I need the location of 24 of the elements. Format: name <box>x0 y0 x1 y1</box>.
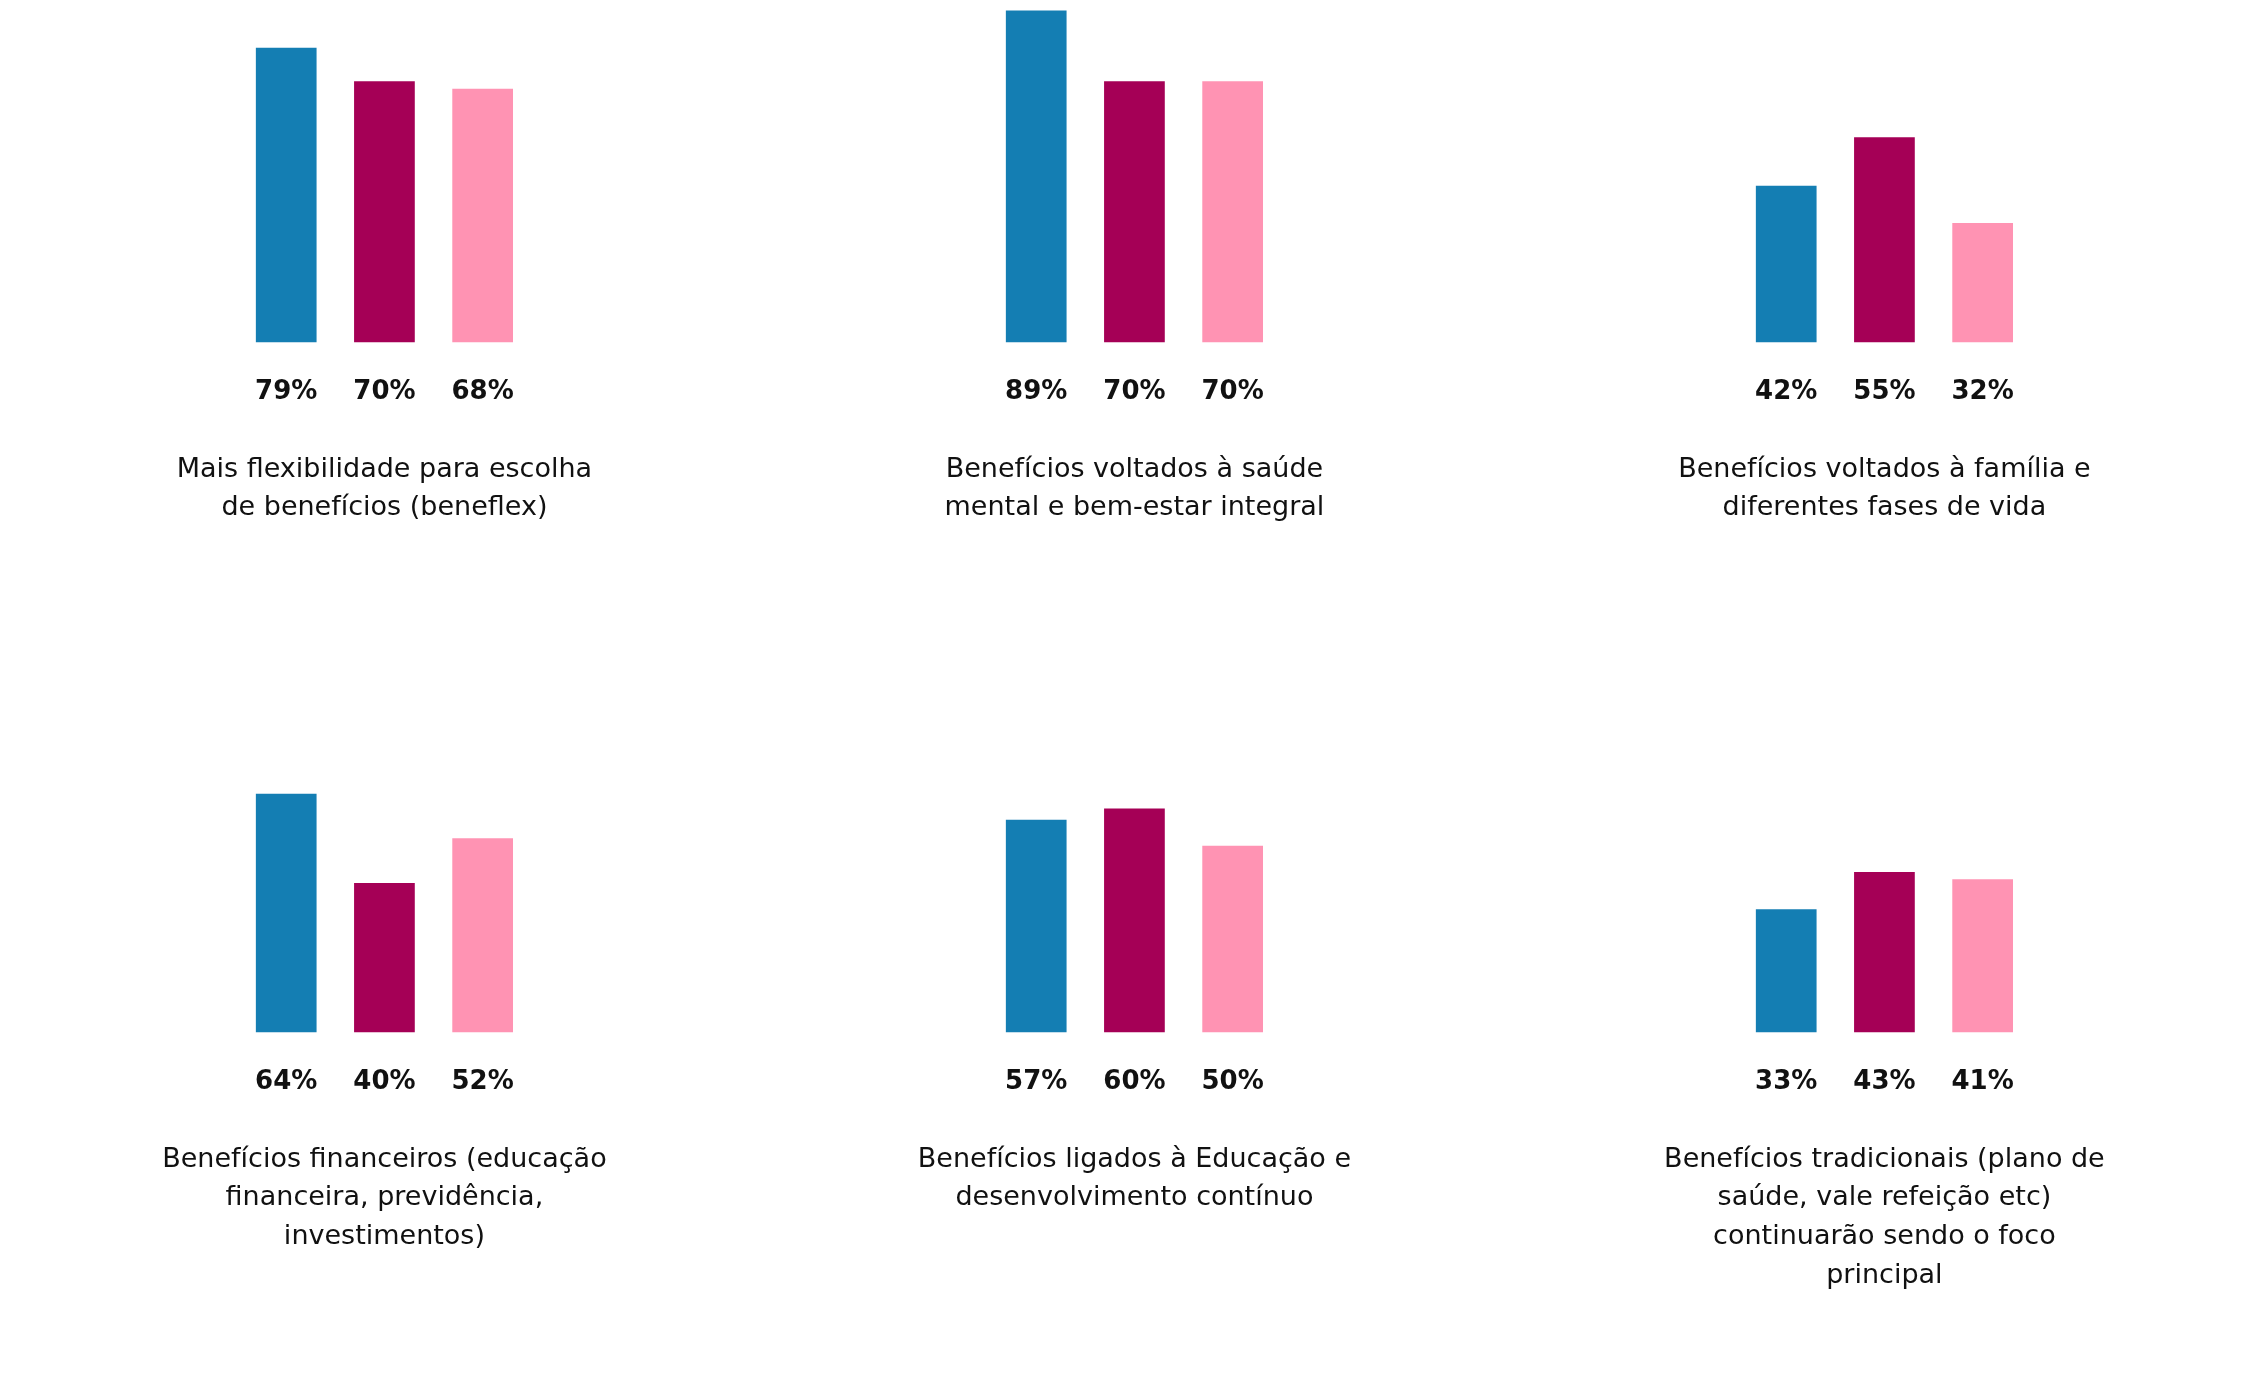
data-label: 70% <box>1103 375 1166 406</box>
data-label: 42% <box>1755 375 1818 406</box>
data-label: 41% <box>1951 1065 2014 1096</box>
data-label: 52% <box>451 1065 514 1096</box>
text: Mais flexibilidade para escolha de benefícios (beneflex) <box>176 451 593 522</box>
text: Benefícios ligados à Educação e desenvolvimento contínuo <box>917 1141 1352 1212</box>
data-label: 43% <box>1853 1065 1916 1096</box>
text: Benefícios voltados à família e diferentes fases de vida <box>1678 451 2091 522</box>
data-label: 57% <box>1005 1065 1068 1096</box>
data-label: 79% <box>255 375 318 406</box>
text: Benefícios tradicionais (plano de saúde, vale refeição etc) continuarão sendo o foco principal <box>1664 1141 2105 1289</box>
data-label: 89% <box>1005 375 1068 406</box>
data-label: 55% <box>1853 375 1916 406</box>
data-label: 60% <box>1103 1065 1166 1096</box>
data-label: 32% <box>1951 375 2014 406</box>
data-label: 70% <box>353 375 416 406</box>
text: Benefícios voltados à saúde mental e bem-estar integral <box>944 451 1325 522</box>
text: Benefícios financeiros (educação financeira, previdência, investimentos) <box>162 1141 607 1251</box>
data-label: 33% <box>1755 1065 1818 1096</box>
data-label: 68% <box>451 375 514 406</box>
data-label: 64% <box>255 1065 318 1096</box>
data-label: 40% <box>353 1065 416 1096</box>
data-label: 70% <box>1201 375 1264 406</box>
data-label: 50% <box>1201 1065 1264 1096</box>
